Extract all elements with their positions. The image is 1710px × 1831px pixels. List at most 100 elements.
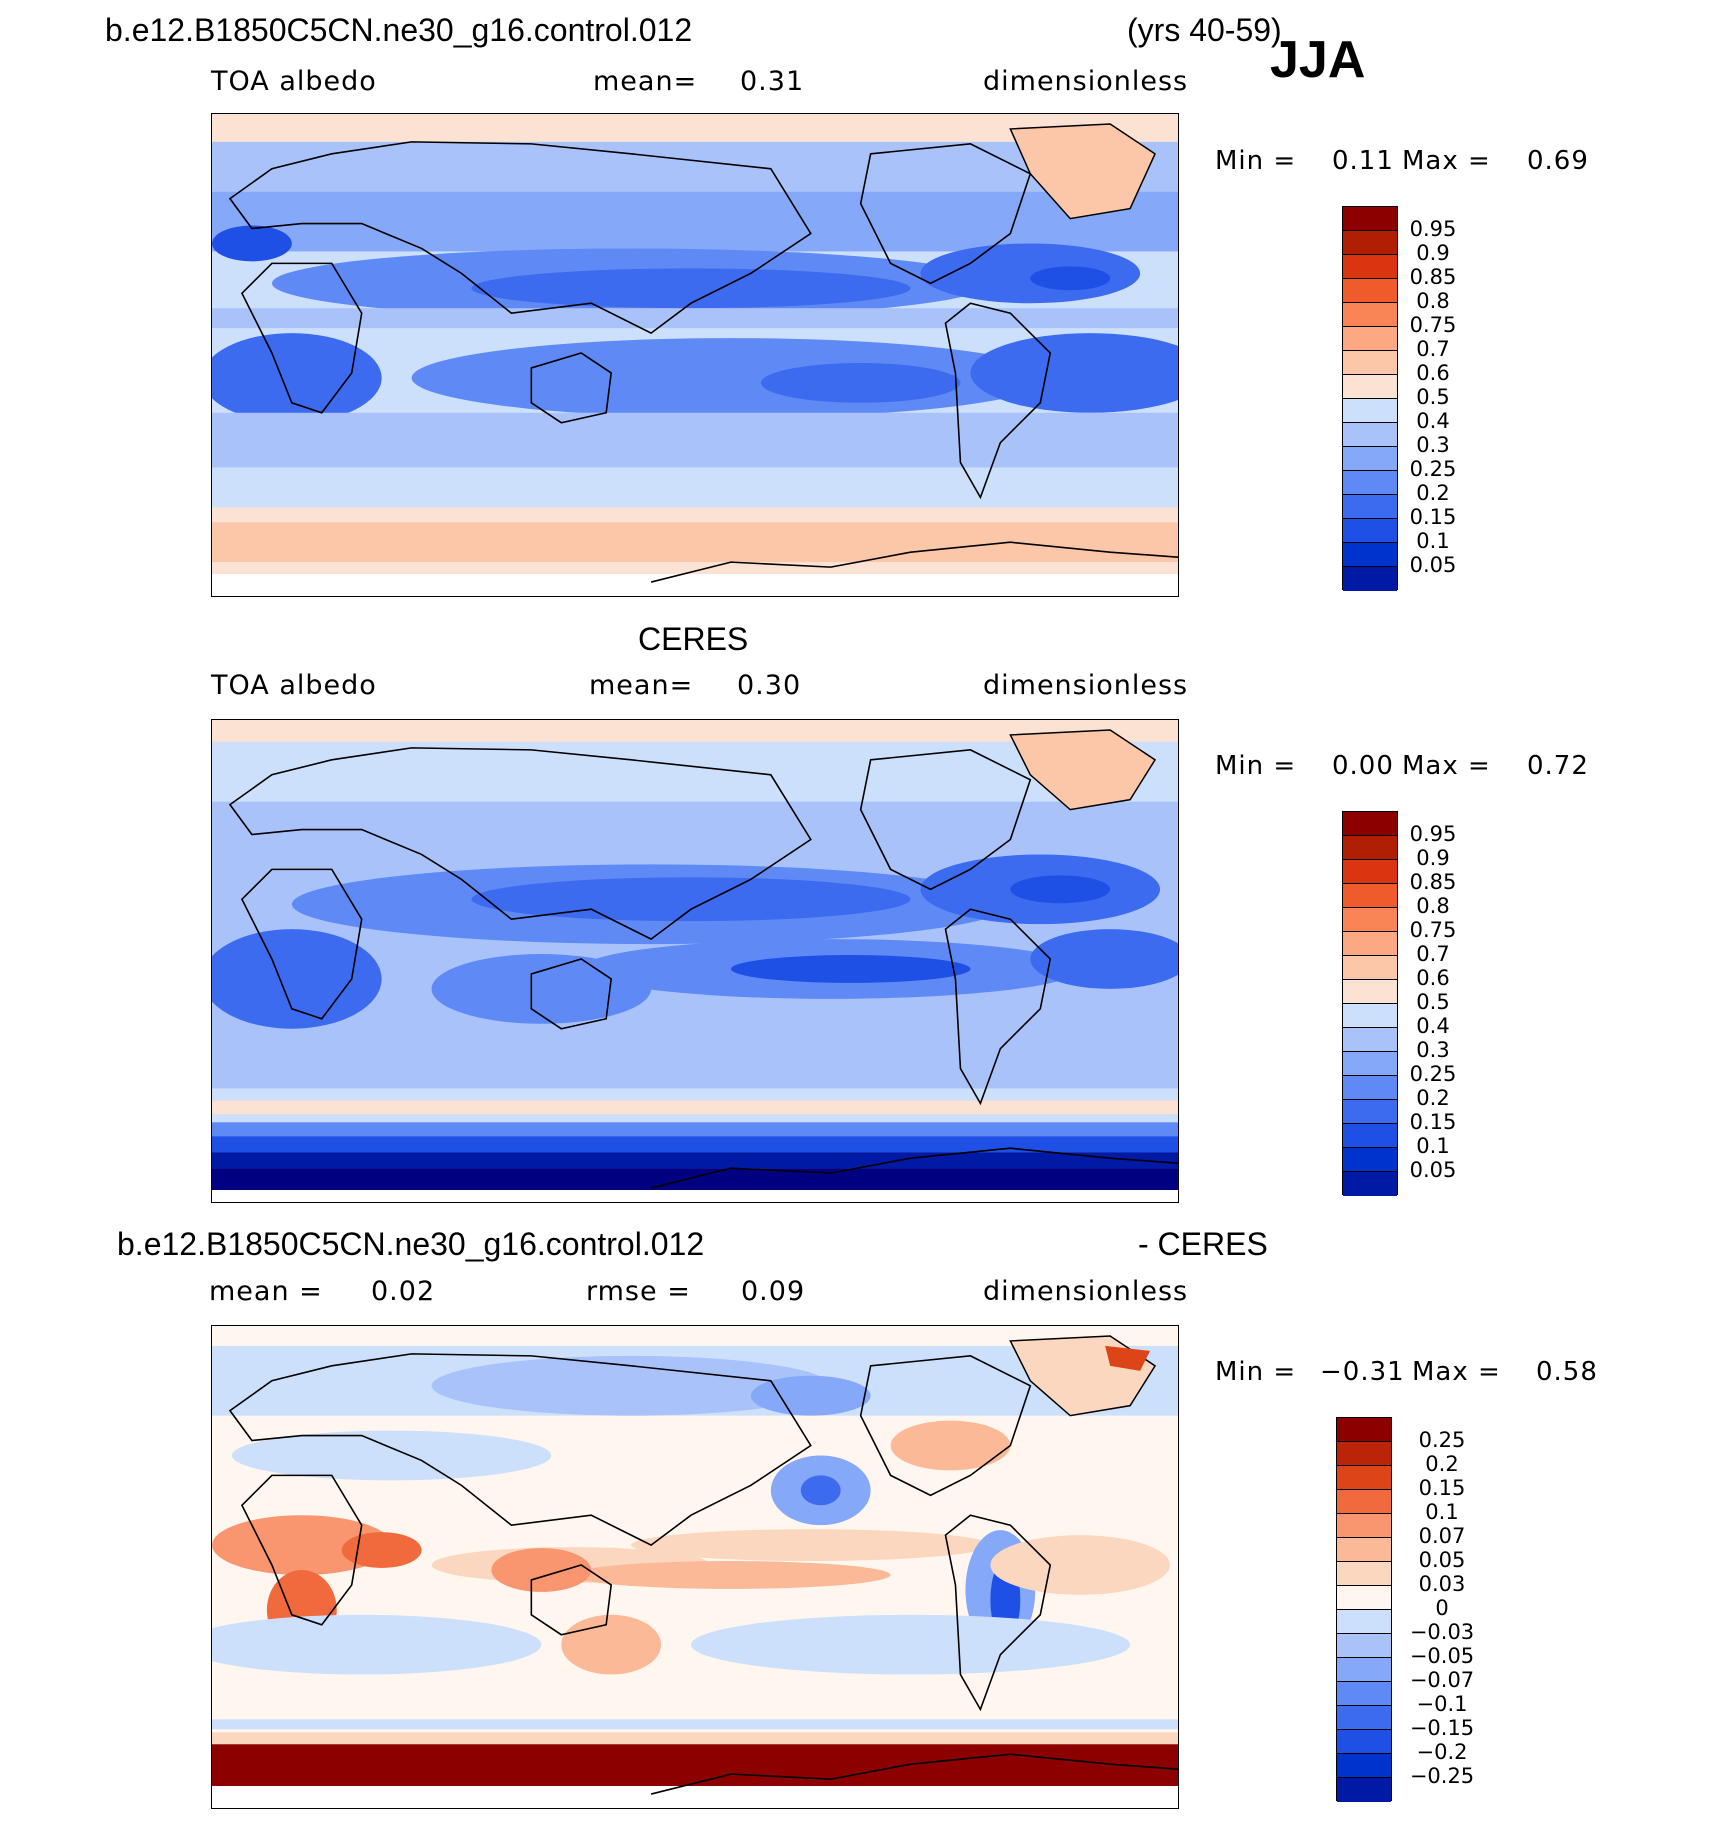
panel2-units: dimensionless [983,670,1189,701]
colorbar-label: 0.5 [1416,990,1450,1014]
colorbar-label: 0.85 [1409,265,1457,289]
colorbar-swatch [1343,1100,1397,1124]
panel1-min-value: 0.11 [1332,146,1394,176]
colorbar-label: 0.1 [1416,529,1450,553]
colorbar-label: −0.05 [1409,1644,1475,1668]
colorbar-label: −0.1 [1416,1692,1468,1716]
years-label: (yrs 40-59) [1127,12,1282,48]
colorbar-swatch [1337,1658,1391,1682]
colorbar-swatch [1343,399,1397,423]
colorbar-label: 0.25 [1409,457,1457,481]
colorbar-label: 0.07 [1418,1524,1466,1548]
colorbar-label: 0.1 [1425,1500,1459,1524]
colorbar-swatch [1343,1004,1397,1028]
colorbar-swatch [1343,1028,1397,1052]
colorbar-swatch [1343,207,1397,231]
colorbar-label: 0.8 [1416,894,1450,918]
case-title: b.e12.B1850C5CN.ne30_g16.control.012 [105,12,693,48]
colorbar-swatch [1337,1586,1391,1610]
colorbar-swatch [1337,1610,1391,1634]
colorbar-label: 0.6 [1416,361,1450,385]
colorbar-label: −0.15 [1409,1716,1475,1740]
panel2-max-label: Max = [1402,751,1491,781]
panel3-map [211,1325,1179,1809]
colorbar-swatch [1337,1682,1391,1706]
panel1-map-plot [212,114,1178,596]
colorbar-swatch [1337,1490,1391,1514]
panel3-max-label: Max = [1412,1357,1501,1387]
panel3-min-value: −0.31 [1320,1357,1405,1387]
colorbar-label: 0.75 [1409,918,1457,942]
colorbar-label: 0.5 [1416,385,1450,409]
panel1-min-label: Min = [1215,146,1297,176]
panel2-mean-value: 0.30 [737,670,802,701]
colorbar-swatch [1343,1052,1397,1076]
colorbar-label: 0.9 [1416,241,1450,265]
colorbar-swatch [1343,327,1397,351]
colorbar-swatch [1337,1754,1391,1778]
colorbar-label: 0.05 [1418,1548,1466,1572]
colorbar-swatch [1343,1172,1397,1196]
panel1-colorbar [1342,206,1398,591]
colorbar-swatch [1343,1124,1397,1148]
panel1-mean-label: mean= [593,66,698,97]
colorbar-label: 0.3 [1416,433,1450,457]
colorbar-swatch [1337,1442,1391,1466]
panel2-min-value: 0.00 [1332,751,1394,781]
colorbar-label: 0.2 [1416,481,1450,505]
colorbar-swatch [1343,1076,1397,1100]
colorbar-swatch [1337,1514,1391,1538]
colorbar-swatch [1343,908,1397,932]
colorbar-label: 0.7 [1416,942,1450,966]
colorbar-label: 0.25 [1418,1428,1466,1452]
panel3-min-label: Min = [1215,1357,1297,1387]
colorbar-swatch [1343,303,1397,327]
colorbar-label: 0.9 [1416,846,1450,870]
panel3-title-left: b.e12.B1850C5CN.ne30_g16.control.012 [117,1226,705,1262]
panel3-rmse-label: rmse = [586,1276,691,1307]
colorbar-label: −0.25 [1409,1764,1475,1788]
colorbar-swatch [1343,956,1397,980]
panel3-rmse-value: 0.09 [741,1276,806,1307]
colorbar-swatch [1337,1466,1391,1490]
panel3-map-plot [212,1326,1178,1808]
colorbar-swatch [1343,375,1397,399]
colorbar-swatch [1343,932,1397,956]
panel3-mean-label: mean = [209,1276,323,1307]
panel2-map-plot [212,720,1178,1202]
panel3-colorbar [1336,1417,1392,1802]
panel2-map [211,719,1179,1203]
panel3-title-right: - CERES [1138,1226,1268,1262]
colorbar-label: 0.7 [1416,337,1450,361]
colorbar-swatch [1343,519,1397,543]
colorbar-label: 0.75 [1409,313,1457,337]
colorbar-label: 0.4 [1416,1014,1450,1038]
panel1-max-value: 0.69 [1527,146,1589,176]
colorbar-label: 0 [1435,1596,1449,1620]
colorbar-swatch [1343,423,1397,447]
colorbar-label: 0.6 [1416,966,1450,990]
panel1-mean-value: 0.31 [740,66,805,97]
colorbar-swatch [1337,1418,1391,1442]
colorbar-swatch [1343,351,1397,375]
panel2-variable: TOA albedo [211,670,377,701]
colorbar-swatch [1343,812,1397,836]
colorbar-label: 0.05 [1409,1158,1457,1182]
panel3-units: dimensionless [983,1276,1189,1307]
panel2-title: CERES [638,621,749,657]
colorbar-swatch [1337,1562,1391,1586]
colorbar-swatch [1337,1706,1391,1730]
colorbar-label: 0.95 [1409,217,1457,241]
colorbar-label: 0.1 [1416,1134,1450,1158]
colorbar-label: 0.2 [1416,1086,1450,1110]
colorbar-label: 0.15 [1409,505,1457,529]
panel3-max-value: 0.58 [1536,1357,1598,1387]
colorbar-label: 0.03 [1418,1572,1466,1596]
panel3-mean-value: 0.02 [371,1276,436,1307]
colorbar-label: 0.3 [1416,1038,1450,1062]
colorbar-swatch [1343,447,1397,471]
colorbar-label: 0.15 [1418,1476,1466,1500]
colorbar-label: −0.07 [1409,1668,1475,1692]
colorbar-swatch [1343,279,1397,303]
colorbar-swatch [1343,543,1397,567]
